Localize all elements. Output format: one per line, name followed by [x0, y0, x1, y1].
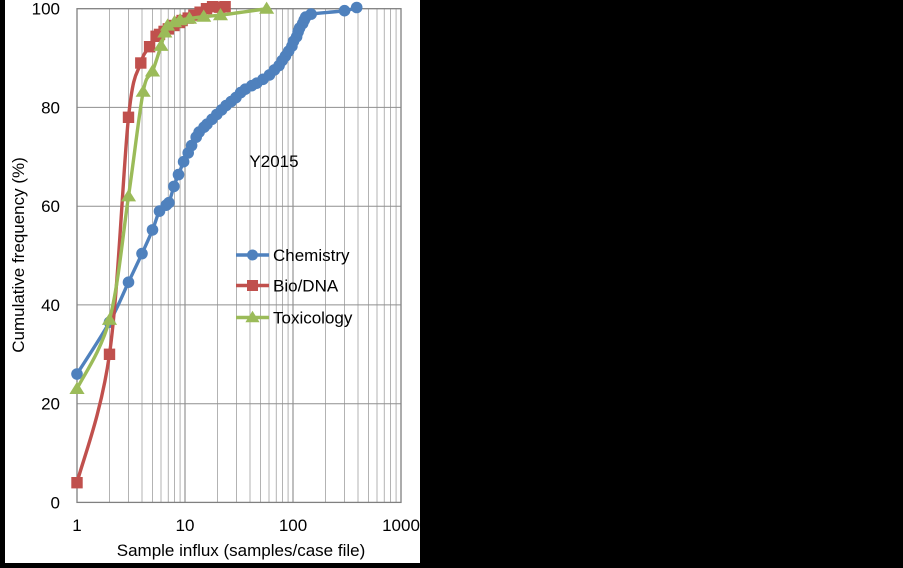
- svg-text:1: 1: [72, 516, 81, 535]
- svg-text:60: 60: [41, 197, 60, 216]
- svg-text:Chemistry: Chemistry: [273, 246, 350, 265]
- svg-text:10: 10: [176, 516, 195, 535]
- svg-text:100: 100: [279, 516, 307, 535]
- svg-text:Y2015: Y2015: [249, 152, 298, 171]
- svg-text:Cumulative frequency (%): Cumulative frequency (%): [9, 157, 28, 353]
- svg-text:Bio/DNA: Bio/DNA: [273, 277, 339, 296]
- svg-text:80: 80: [41, 98, 60, 117]
- svg-text:100: 100: [32, 0, 60, 19]
- svg-text:1000: 1000: [382, 516, 420, 535]
- svg-text:20: 20: [41, 395, 60, 414]
- svg-text:0: 0: [51, 493, 60, 512]
- svg-text:Toxicology: Toxicology: [273, 309, 353, 328]
- svg-text:Sample influx (samples/case fi: Sample influx (samples/case file): [117, 541, 365, 560]
- svg-text:40: 40: [41, 296, 60, 315]
